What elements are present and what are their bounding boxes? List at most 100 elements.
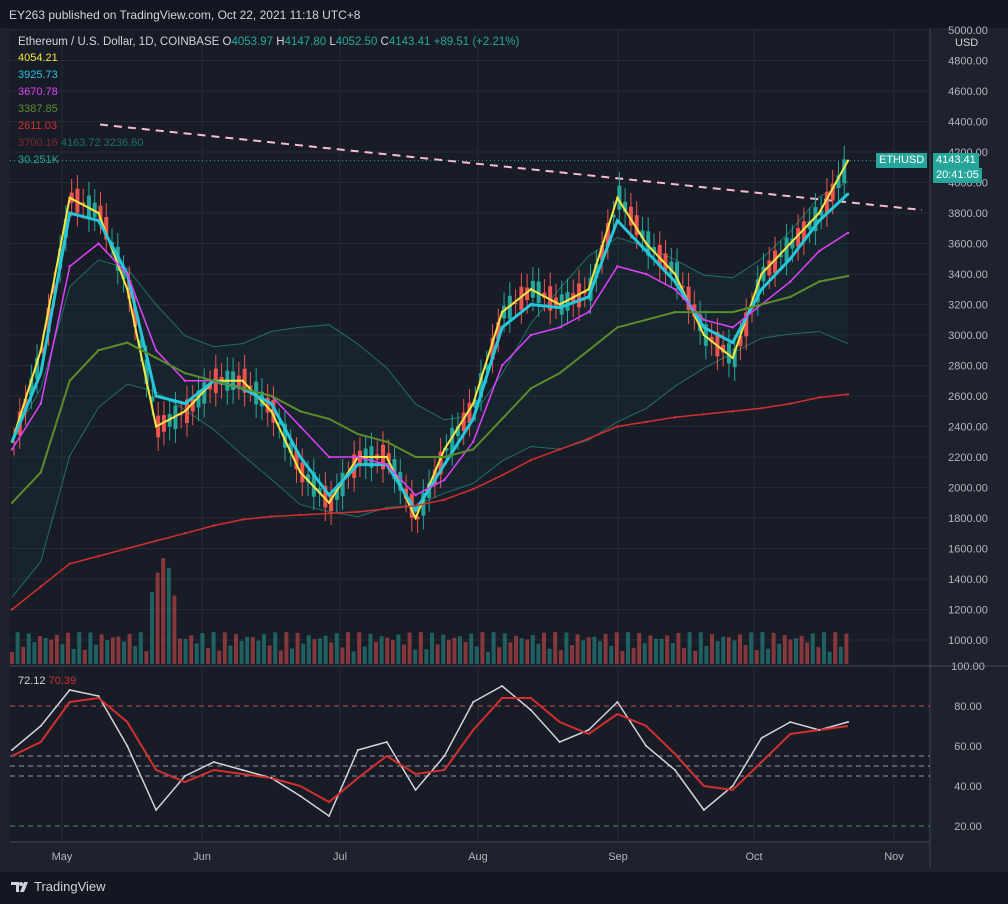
volume-bar [278, 650, 283, 664]
volume-bar [306, 635, 311, 664]
candle-body [830, 183, 835, 201]
indicator-value-2: 3925.73 [18, 69, 58, 81]
price-tick-label: 3600.00 [948, 239, 988, 251]
rsi-point [183, 775, 186, 777]
ma-20-line-point [97, 219, 100, 222]
ma-fast-line-point [241, 379, 244, 382]
ma-100-line-point [846, 274, 850, 278]
candle-body [334, 487, 339, 500]
volume-bar [710, 633, 714, 664]
volume-bar [805, 642, 810, 664]
volume-bar [161, 558, 166, 664]
volume-bar [799, 635, 804, 664]
price-tick-label: 4600.00 [948, 86, 988, 98]
price-tick-label: 2200.00 [948, 452, 988, 464]
ma-100-line-point [97, 349, 100, 352]
time-tick-label: Aug [468, 851, 488, 863]
bollinger-upper-line [11, 181, 849, 439]
volume-bar [82, 649, 87, 664]
rsi-point [212, 761, 215, 763]
candle-body [288, 442, 293, 453]
ma-20-line-point [327, 493, 331, 497]
volume-bar [766, 648, 770, 664]
ma-100-line-point [760, 303, 763, 306]
rsi-point [241, 769, 244, 771]
ma-20-line-point [154, 394, 158, 398]
bollinger-band-fill [12, 181, 848, 598]
volume-bar [620, 650, 625, 664]
rsi-point [789, 721, 792, 723]
volume-bar [592, 636, 597, 664]
ma-20-line-point [529, 303, 533, 306]
volume-bar [200, 633, 205, 664]
candle-body [600, 245, 605, 261]
candle-body [386, 453, 391, 461]
candle-body [392, 459, 397, 480]
candle-body [438, 451, 443, 475]
volume-bar [480, 632, 485, 664]
candle-body [317, 487, 322, 494]
ma-fast-line-point [327, 501, 331, 504]
ma-fast-line-point [616, 196, 619, 199]
volume-bar [211, 632, 216, 664]
ma-200-line-point [789, 402, 792, 405]
price-tick-label: 4400.00 [948, 117, 988, 129]
volume-bar [614, 632, 619, 664]
volume-bar [26, 633, 31, 664]
ma-200-line-point [645, 420, 648, 424]
ma-200-line-point [126, 547, 129, 550]
ma-50-line-point [846, 231, 850, 235]
bollinger-lower-line [11, 331, 849, 598]
indicator-value-1: 4054.21 [18, 52, 58, 64]
volume-bar [301, 643, 306, 664]
candle-body [634, 215, 639, 236]
ma-100-line-point [385, 440, 388, 443]
ma-fast-line-point [789, 242, 792, 245]
rsi-value: 72.12 [18, 675, 46, 687]
ma-20-line-point [443, 463, 446, 466]
volume-bar [626, 632, 630, 664]
time-tick-label: May [52, 851, 73, 863]
volume-bar [486, 651, 490, 664]
rsi-point [472, 701, 475, 703]
ma-50-line-point [529, 333, 533, 337]
indicator-value-4: 3387.85 [18, 103, 58, 115]
ma-50-line-point [616, 265, 619, 268]
candle-body [329, 494, 334, 512]
symbol-legend: Ethereum / U.S. Dollar, 1D, COINBASE O40… [18, 36, 519, 48]
volume-bar [603, 633, 608, 664]
candle-body [340, 472, 345, 497]
ma-200-line-point [212, 524, 215, 527]
ma-200-line-point [39, 585, 43, 588]
ma-100-line-point [443, 455, 446, 459]
ma-50-line-point [356, 455, 360, 459]
ma-fast-line-point [645, 242, 648, 245]
tradingview-logo[interactable]: TradingView [10, 879, 106, 894]
ma-20-line-point [731, 341, 734, 344]
rsi-point [414, 789, 417, 791]
volume-bar [150, 592, 154, 664]
rsi-point [328, 815, 331, 817]
high-value: 4147.80 [284, 36, 327, 48]
ma-200-line-point [356, 510, 360, 514]
bb-lower-value: 3236.60 [103, 137, 144, 149]
candle-body [444, 448, 449, 451]
volume-bar [542, 632, 546, 664]
volume-bar [340, 647, 345, 664]
rsi-legend: 72.12 70.39 [18, 675, 76, 687]
candle-body [675, 262, 680, 286]
price-tick-label: 2600.00 [948, 391, 988, 403]
volume-bar [525, 639, 530, 664]
ma-100-line-point [327, 417, 331, 421]
candle-body [502, 305, 507, 319]
volume-bar [648, 635, 653, 664]
candle-body [738, 335, 743, 347]
volume-bar [822, 632, 826, 664]
ma-20-line-point [760, 288, 763, 291]
volume-bar [732, 640, 737, 664]
price-tick-label: 5000.00 [948, 25, 988, 37]
volume-bar [760, 632, 765, 664]
indicator-value-5: 2611.03 [18, 120, 57, 132]
volume-bar [654, 638, 658, 664]
